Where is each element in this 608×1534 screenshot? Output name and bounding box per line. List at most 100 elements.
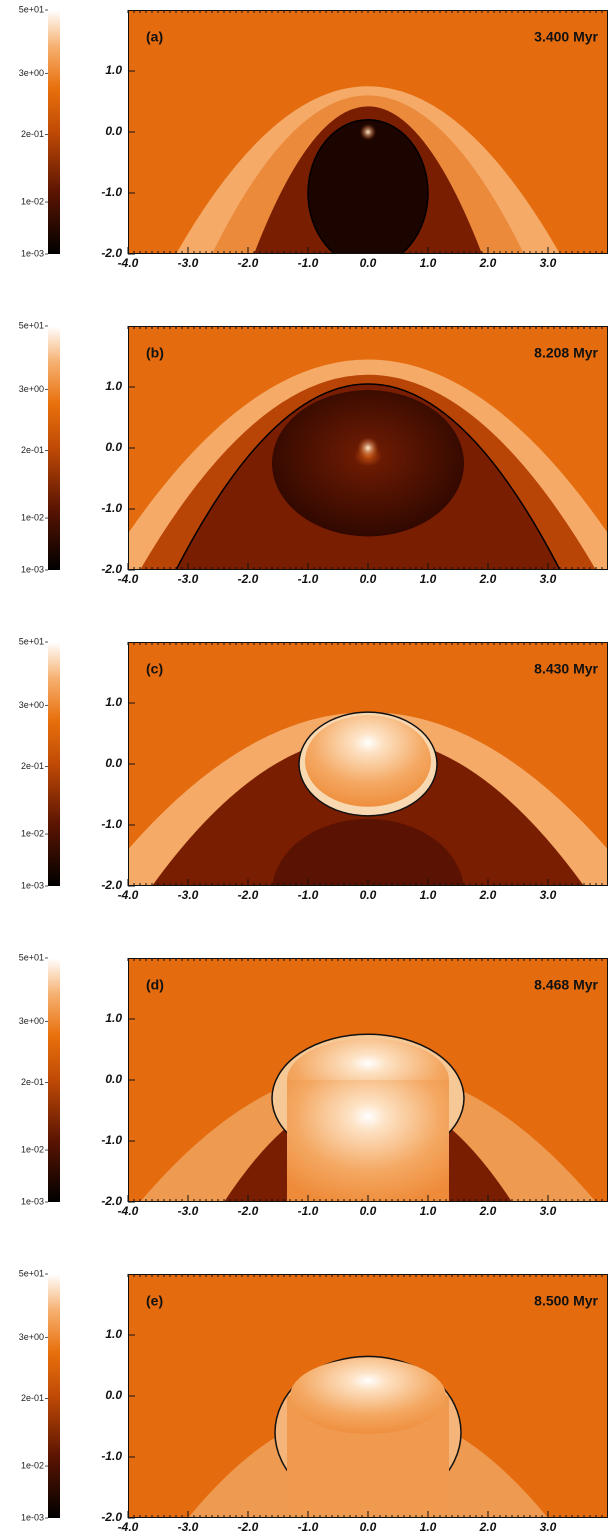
x-tick-label: -3.0: [178, 256, 199, 270]
x-tick-label: -2.0: [238, 572, 259, 586]
x-tick-label: 3.0: [540, 572, 557, 586]
x-tick-label: 3.0: [540, 1520, 557, 1534]
time-label: 8.468 Myr: [534, 977, 598, 993]
panel: -4.0 -3.0 -2.0 -1.0 0.0 1.0 2.0 3.0 -2.0 -1.0 0.0 1…: [19, 320, 608, 586]
x-tick-label: -4.0: [118, 888, 139, 902]
y-tick-label: 1.0: [105, 1327, 122, 1341]
x-tick-label: 1.0: [420, 256, 437, 270]
source: [357, 437, 379, 459]
colorbar-tick-label: 3e+00: [19, 1332, 44, 1342]
x-tick-label: -1.0: [298, 888, 319, 902]
x-tick-label: -3.0: [178, 888, 199, 902]
y-tick-label: 0.0: [105, 440, 122, 454]
panel: -4.0 -3.0 -2.0 -1.0 0.0 1.0 2.0 3.0 -2.0 -1.0 0.0 1…: [19, 1268, 608, 1534]
colorbar-tick-label: 1e-03: [21, 248, 44, 258]
colorbar-tick-label: 1e-03: [21, 1196, 44, 1206]
x-tick-label: -4.0: [118, 572, 139, 586]
colorbar-tick-label: 1e-02: [21, 1144, 44, 1154]
colorbar: [48, 10, 60, 254]
x-tick-label: 2.0: [479, 888, 497, 902]
y-tick-label: -2.0: [101, 878, 122, 892]
x-tick-label: 1.0: [420, 572, 437, 586]
colorbar-tick-label: 5e+01: [19, 636, 44, 646]
x-tick-label: -2.0: [238, 256, 259, 270]
colorbar-tick-label: 5e+01: [19, 952, 44, 962]
source: [359, 123, 377, 141]
x-tick-label: 2.0: [479, 1520, 497, 1534]
colorbar-tick-label: 3e+00: [19, 700, 44, 710]
y-tick-label: 0.0: [105, 756, 122, 770]
colorbar: [48, 642, 60, 886]
y-tick-label: -2.0: [101, 246, 122, 260]
x-tick-label: -3.0: [178, 572, 199, 586]
x-tick-label: 0.0: [360, 256, 377, 270]
x-tick-label: 1.0: [420, 1520, 437, 1534]
colorbar: [48, 958, 60, 1202]
colorbar-tick-label: 5e+01: [19, 320, 44, 330]
colorbar: [48, 326, 60, 570]
y-tick-label: 0.0: [105, 1388, 122, 1402]
y-tick-label: -1.0: [101, 1449, 122, 1463]
panel: -4.0 -3.0 -2.0 -1.0 0.0 1.0 2.0 3.0 -2.0 -1.0 0.0 1…: [19, 4, 608, 270]
simulation-image: [128, 326, 608, 570]
time-label: 3.400 Myr: [534, 29, 598, 45]
x-tick-label: 0.0: [360, 572, 377, 586]
colorbar-tick-label: 5e+01: [19, 4, 44, 14]
colorbar-tick-label: 1e-03: [21, 880, 44, 890]
y-tick-label: 0.0: [105, 1072, 122, 1086]
simulation-image: [128, 958, 608, 1202]
x-tick-label: 3.0: [540, 888, 557, 902]
bubble: [290, 1358, 446, 1434]
colorbar-tick-label: 2e-01: [21, 1077, 44, 1087]
x-tick-label: 2.0: [479, 572, 497, 586]
y-tick-label: -2.0: [101, 1510, 122, 1524]
colorbar-tick-label: 3e+00: [19, 384, 44, 394]
x-tick-label: -4.0: [118, 1204, 139, 1218]
colorbar-tick-label: 1e-02: [21, 512, 44, 522]
colorbar-tick-label: 1e-03: [21, 564, 44, 574]
time-label: 8.500 Myr: [534, 1293, 598, 1309]
x-tick-label: 3.0: [540, 256, 557, 270]
y-tick-label: 1.0: [105, 379, 122, 393]
x-tick-label: -3.0: [178, 1204, 199, 1218]
colorbar-tick-label: 1e-02: [21, 828, 44, 838]
time-label: 8.430 Myr: [534, 661, 598, 677]
simulation-image: [128, 642, 608, 886]
colorbar-tick-label: 3e+00: [19, 1016, 44, 1026]
x-tick-label: -1.0: [298, 1204, 319, 1218]
colorbar-tick-label: 1e-03: [21, 1512, 44, 1522]
x-tick-label: 0.0: [360, 1520, 377, 1534]
x-tick-label: -4.0: [118, 1520, 139, 1534]
colorbar-tick-label: 3e+00: [19, 68, 44, 78]
panel-label: (b): [146, 345, 164, 361]
simulation-image: [128, 1274, 608, 1518]
panel: -4.0 -3.0 -2.0 -1.0 0.0 1.0 2.0 3.0 -2.0 -1.0 0.0 1…: [19, 636, 608, 902]
bubble: [307, 119, 429, 254]
y-tick-label: -1.0: [101, 1133, 122, 1147]
y-tick-label: -1.0: [101, 185, 122, 199]
colorbar-tick-label: 2e-01: [21, 129, 44, 139]
panel: -4.0 -3.0 -2.0 -1.0 0.0 1.0 2.0 3.0 -2.0 -1.0 0.0 1…: [19, 952, 608, 1218]
x-tick-label: 0.0: [360, 1204, 377, 1218]
colorbar-tick-label: 1e-02: [21, 196, 44, 206]
x-tick-label: 2.0: [479, 256, 497, 270]
bubble: [272, 390, 464, 537]
y-tick-label: 1.0: [105, 695, 122, 709]
x-tick-label: 1.0: [420, 1204, 437, 1218]
x-tick-label: -2.0: [238, 888, 259, 902]
y-tick-label: -1.0: [101, 817, 122, 831]
x-tick-label: 3.0: [540, 1204, 557, 1218]
bubble: [272, 818, 464, 886]
colorbar-tick-label: 2e-01: [21, 761, 44, 771]
colorbar-tick-label: 2e-01: [21, 1393, 44, 1403]
x-tick-label: -2.0: [238, 1520, 259, 1534]
panel-label: (a): [146, 29, 163, 45]
colorbar-tick-label: 1e-02: [21, 1460, 44, 1470]
bubble: [305, 715, 431, 807]
y-tick-label: 1.0: [105, 1011, 122, 1025]
x-tick-label: 1.0: [420, 888, 437, 902]
bubble: [287, 1080, 449, 1202]
x-tick-label: -4.0: [118, 256, 139, 270]
x-tick-label: -1.0: [298, 572, 319, 586]
